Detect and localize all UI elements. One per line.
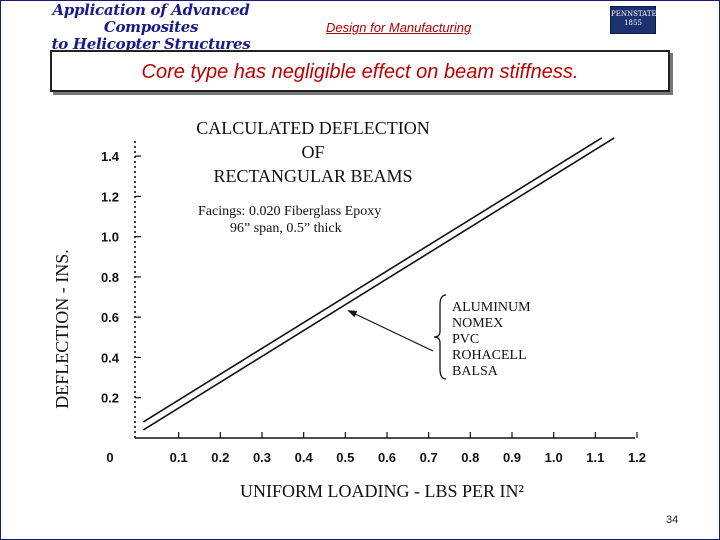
- legend-pointer-arrowhead: [347, 310, 358, 318]
- origin-label: 0: [106, 450, 113, 465]
- y-tick-label: 0.4: [101, 350, 120, 365]
- x-tick-label: 1.1: [586, 450, 604, 465]
- y-tick-label: 0.6: [101, 310, 119, 325]
- course-title-line1: Application of Advanced Composites: [52, 1, 250, 36]
- y-axis-label: DEFLECTION - INS.: [52, 249, 72, 409]
- x-tick-label: 0.3: [253, 450, 271, 465]
- university-logo: PENNSTATE 1855: [610, 6, 657, 34]
- legend-brace: [433, 294, 447, 380]
- legend-entry: BALSA: [452, 364, 499, 379]
- x-tick-label: 0.5: [336, 450, 354, 465]
- chart-plot: [142, 137, 615, 431]
- chart-labels: 0.1 0.2 0.3 0.4 0.5 0.6 0.7 0.8 0.9 1.0 1.1 1.2 0.2 0…: [52, 118, 646, 501]
- course-title-line2: to Helicopter Structures: [51, 35, 251, 53]
- series-line-1: [142, 137, 615, 431]
- chart-title-line: CALCULATED DEFLECTION: [196, 118, 429, 138]
- x-tick-label: 0.6: [378, 450, 396, 465]
- legend-entry: NOMEX: [452, 316, 503, 331]
- y-tick-label: 1.2: [101, 189, 119, 204]
- x-tick-label: 0.8: [461, 450, 479, 465]
- x-tick-label: 0.2: [211, 450, 229, 465]
- deflection-chart: 0.1 0.2 0.3 0.4 0.5 0.6 0.7 0.8 0.9 1.0 1.1 1.2 0.2 0…: [52, 118, 646, 501]
- page-number: 34: [666, 514, 679, 526]
- logo-year: 1855: [624, 19, 642, 27]
- y-tick-label: 1.4: [101, 149, 120, 164]
- legend-entry: PVC: [452, 332, 479, 347]
- chart-title-line: OF: [301, 142, 324, 162]
- headline: Core type has negligible effect on beam …: [141, 61, 579, 83]
- series-line-2: [142, 137, 603, 423]
- x-tick-label: 1.2: [628, 450, 646, 465]
- chart-note-line: 96” span, 0.5” thick: [230, 221, 342, 236]
- x-tick-label: 0.4: [295, 450, 314, 465]
- x-tick-label: 0.7: [420, 450, 438, 465]
- x-tick-label: 1.0: [545, 450, 563, 465]
- x-tick-label: 0.1: [170, 450, 188, 465]
- legend-entry: ROHACELL: [452, 348, 527, 363]
- y-tick-label: 0.8: [101, 270, 119, 285]
- chart-title-line: RECTANGULAR BEAMS: [213, 166, 412, 186]
- section-title[interactable]: Design for Manufacturing: [326, 20, 472, 35]
- course-title: Application of Advanced Composites to He…: [6, 2, 296, 53]
- chart-axes: [134, 140, 638, 439]
- legend-pointer-line: [351, 311, 434, 352]
- y-tick-label: 1.0: [101, 230, 119, 245]
- chart-note-line: Facings: 0.020 Fiberglass Epoxy: [198, 204, 381, 219]
- x-tick-label: 0.9: [503, 450, 521, 465]
- logo-wordmark: PENNSTATE: [611, 10, 657, 18]
- headline-box: Core type has negligible effect on beam …: [50, 50, 670, 92]
- legend-entry: ALUMINUM: [452, 300, 531, 315]
- x-axis-label: UNIFORM LOADING - LBS PER IN²: [240, 481, 524, 501]
- y-tick-label: 0.2: [101, 391, 119, 406]
